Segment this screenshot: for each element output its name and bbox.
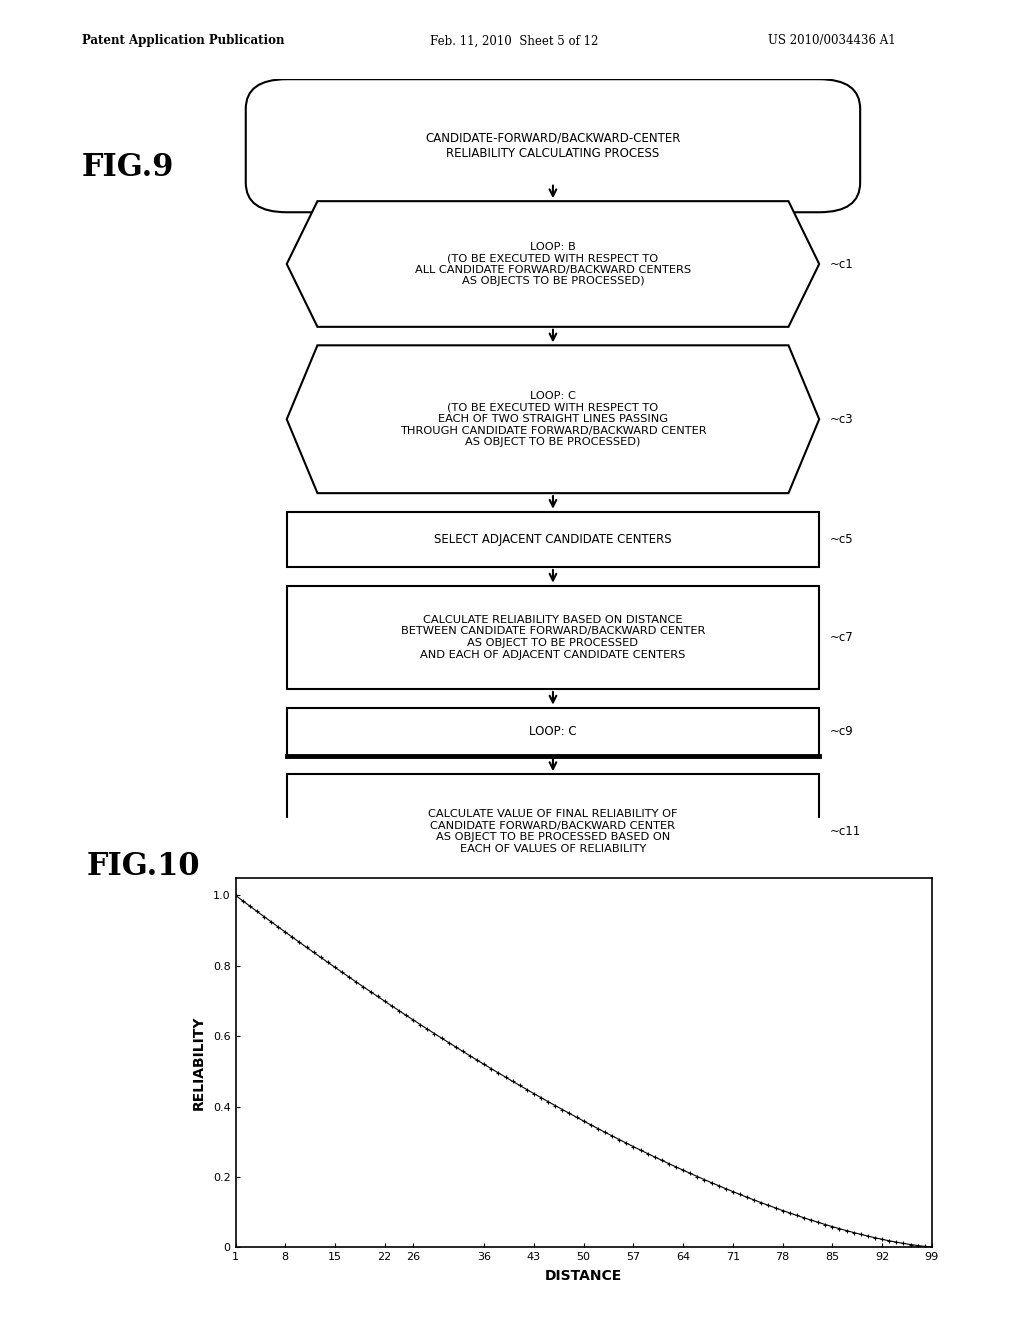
Text: SELECT ADJACENT CANDIDATE CENTERS: SELECT ADJACENT CANDIDATE CENTERS (434, 533, 672, 546)
Bar (287, 907, 819, 956)
Polygon shape (287, 201, 819, 327)
X-axis label: DISTANCE: DISTANCE (545, 1270, 623, 1283)
Text: ~c5: ~c5 (829, 533, 853, 546)
Text: FIG.10: FIG.10 (87, 851, 201, 882)
Text: ~c3: ~c3 (829, 413, 853, 426)
FancyBboxPatch shape (332, 949, 774, 1055)
Text: US 2010/0034436 A1: US 2010/0034436 A1 (768, 34, 896, 48)
Polygon shape (287, 346, 819, 494)
FancyBboxPatch shape (246, 79, 860, 213)
Text: ~c11: ~c11 (829, 825, 861, 838)
Text: LOOP: C: LOOP: C (529, 725, 577, 738)
Bar (287, 708, 819, 755)
Text: ~c13: ~c13 (829, 924, 860, 937)
Text: ~c9: ~c9 (829, 725, 853, 738)
Text: ~c1: ~c1 (829, 257, 853, 271)
Text: LOOP: B
(TO BE EXECUTED WITH RESPECT TO
ALL CANDIDATE FORWARD/BACKWARD CENTERS
A: LOOP: B (TO BE EXECUTED WITH RESPECT TO … (415, 242, 691, 286)
Text: FIG.9: FIG.9 (82, 152, 174, 182)
Y-axis label: RELIABILITY: RELIABILITY (191, 1015, 206, 1110)
Bar (287, 512, 819, 568)
Text: CALCULATE VALUE OF FINAL RELIABILITY OF
CANDIDATE FORWARD/BACKWARD CENTER
AS OBJ: CALCULATE VALUE OF FINAL RELIABILITY OF … (428, 809, 678, 854)
Bar (287, 774, 819, 888)
Text: CALCULATE RELIABILITY BASED ON DISTANCE
BETWEEN CANDIDATE FORWARD/BACKWARD CENTE: CALCULATE RELIABILITY BASED ON DISTANCE … (400, 615, 706, 660)
Bar (287, 586, 819, 689)
Text: Patent Application Publication: Patent Application Publication (82, 34, 285, 48)
Text: ~c7: ~c7 (829, 631, 853, 644)
Text: Feb. 11, 2010  Sheet 5 of 12: Feb. 11, 2010 Sheet 5 of 12 (430, 34, 598, 48)
Text: RETURN: RETURN (529, 995, 577, 1008)
Text: LOOP: B: LOOP: B (529, 924, 577, 937)
Text: CANDIDATE-FORWARD/BACKWARD-CENTER
RELIABILITY CALCULATING PROCESS: CANDIDATE-FORWARD/BACKWARD-CENTER RELIAB… (425, 132, 681, 160)
Text: LOOP: C
(TO BE EXECUTED WITH RESPECT TO
EACH OF TWO STRAIGHT LINES PASSING
THROU: LOOP: C (TO BE EXECUTED WITH RESPECT TO … (399, 391, 707, 447)
